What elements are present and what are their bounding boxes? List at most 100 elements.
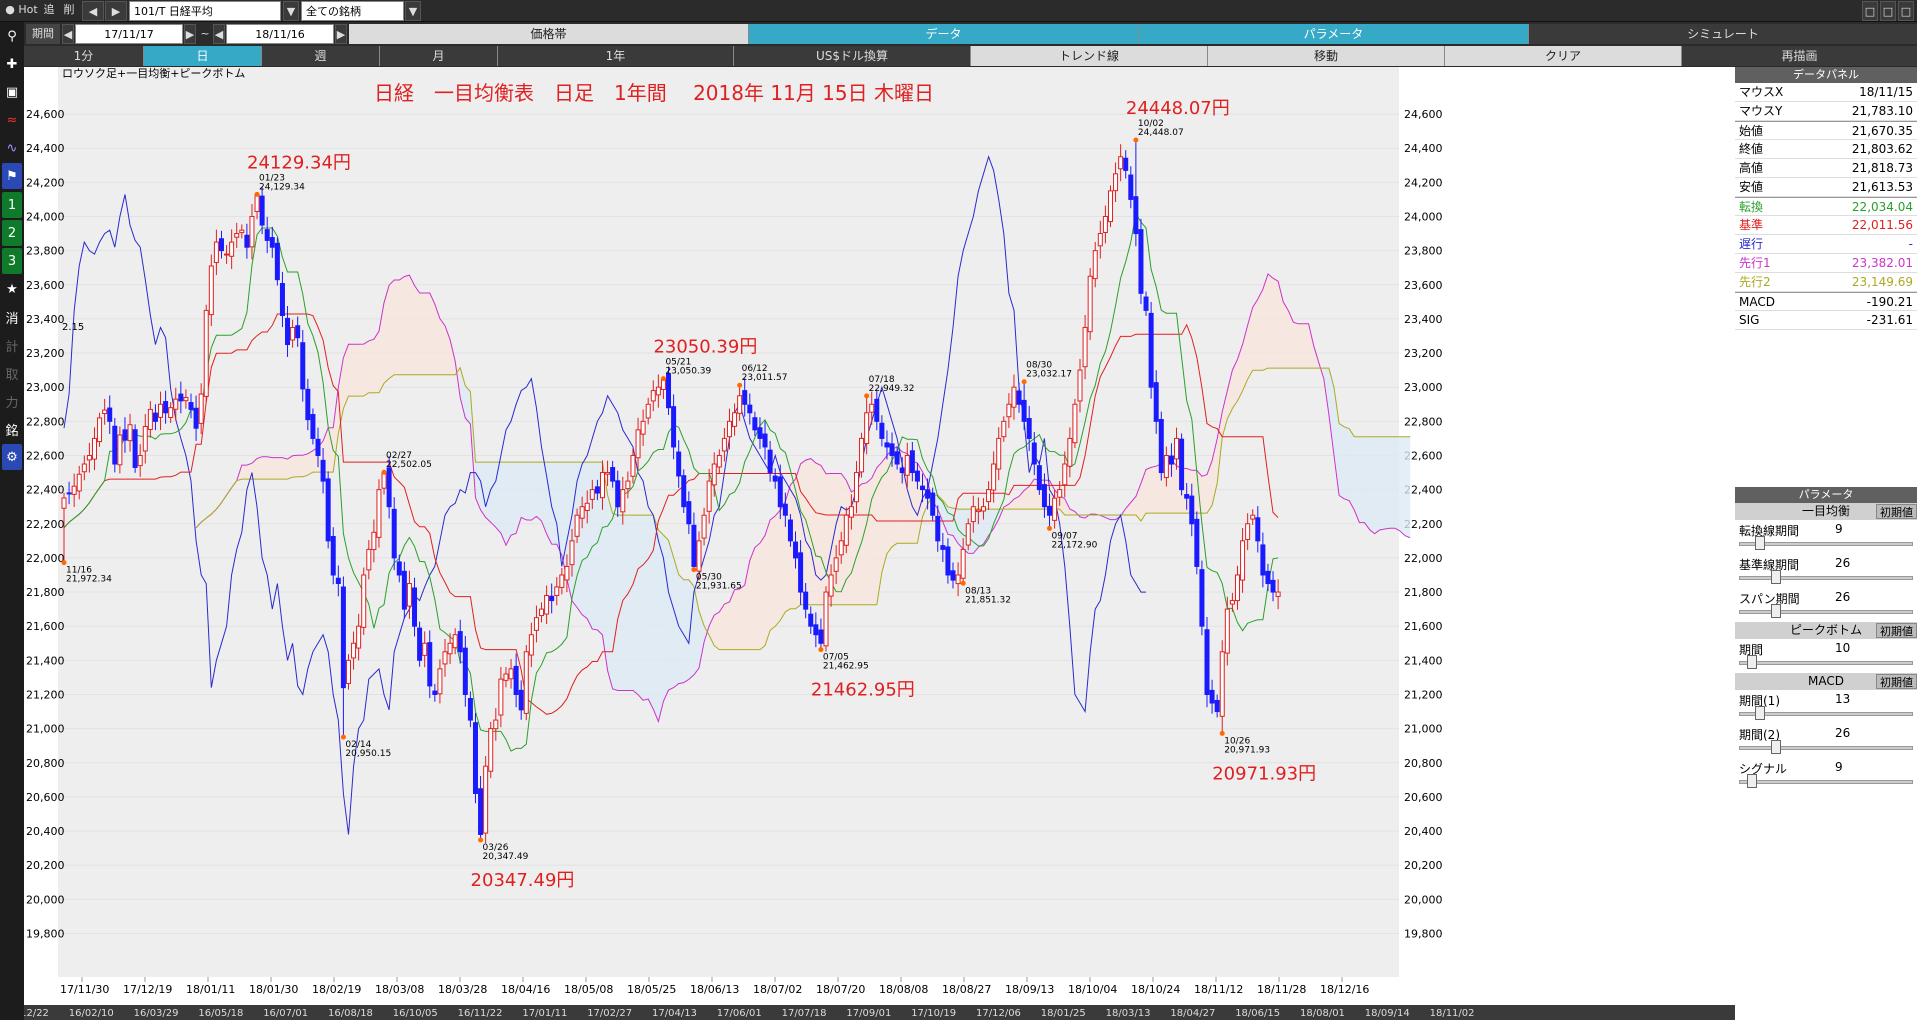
reset-default-button[interactable]: 初期値 <box>1876 674 1917 689</box>
param-value[interactable]: 9 <box>1835 522 1843 536</box>
param-slider-track[interactable] <box>1739 712 1913 716</box>
tab-price-band[interactable]: 価格帯 <box>349 24 749 44</box>
tab-simulate[interactable]: シミュレート <box>1529 24 1917 44</box>
cloud-segment <box>1110 514 1116 520</box>
candle-body <box>691 524 697 567</box>
tf-week[interactable]: 週 <box>262 46 380 66</box>
x-tick-label: 18/03/28 <box>438 983 487 996</box>
redraw-button[interactable]: 再描画 <box>1682 46 1917 66</box>
move-button[interactable]: 移動 <box>1208 46 1445 66</box>
panel-row: SIG -231.61 <box>1735 311 1917 330</box>
date-to-next-button[interactable]: ▶ <box>335 24 347 44</box>
cloud-segment <box>480 462 486 518</box>
add-button[interactable]: 追 <box>43 3 55 16</box>
usd-convert-button[interactable]: US$ドル換算 <box>734 46 971 66</box>
calc-button[interactable]: 計 <box>5 339 19 355</box>
stock-button[interactable]: 銘 <box>5 423 19 439</box>
power-button[interactable]: 力 <box>5 395 19 411</box>
take-button[interactable]: 取 <box>5 367 19 383</box>
window-button-2[interactable]: □ <box>1880 1 1896 21</box>
param-slider-knob[interactable] <box>1747 774 1757 788</box>
chart-area[interactable]: 19,800 19,800 20,000 20,000 20,200 20,200 20,4… <box>24 67 1735 1020</box>
param-slider-knob[interactable] <box>1755 706 1765 720</box>
param-slider-knob[interactable] <box>1771 570 1781 584</box>
candle-body <box>295 325 301 339</box>
preset-2-button[interactable]: 2 <box>2 220 22 246</box>
param-slider-knob[interactable] <box>1771 604 1781 618</box>
candle-body <box>1143 296 1149 311</box>
candle-body <box>1138 229 1144 294</box>
trendline-button[interactable]: トレンド線 <box>971 46 1208 66</box>
tf-month[interactable]: 月 <box>380 46 498 66</box>
chart-icon[interactable]: ≈ <box>6 112 18 128</box>
symbol-select[interactable]: 101/T 日経平均 <box>129 1 281 21</box>
tab-parameter[interactable]: パラメータ <box>1139 24 1529 44</box>
window-button-1[interactable]: □ <box>1862 1 1878 21</box>
param-slider-track[interactable] <box>1739 661 1913 665</box>
tf-day[interactable]: 日 <box>144 46 262 66</box>
candle-body <box>599 472 605 499</box>
param-slider-knob[interactable] <box>1747 655 1757 669</box>
preset-1-button[interactable]: 1 <box>2 192 22 218</box>
param-value[interactable]: 10 <box>1835 641 1851 655</box>
param-value[interactable]: 26 <box>1835 726 1851 740</box>
flag-icon[interactable]: ⚑ <box>2 163 22 189</box>
param-slider-track[interactable] <box>1739 746 1913 750</box>
list-select[interactable]: 全ての銘柄 <box>301 1 404 21</box>
clear-button[interactable]: クリア <box>1445 46 1682 66</box>
candle-body <box>594 486 600 494</box>
hot-button[interactable]: Hot <box>18 3 38 16</box>
tf-1min[interactable]: 1分 <box>24 46 144 66</box>
window-button-3[interactable]: □ <box>1898 1 1914 21</box>
candle-body <box>330 536 336 576</box>
next-symbol-button[interactable]: ▶ <box>105 1 127 21</box>
panel-row-label: 転換 <box>1739 200 1764 214</box>
candle-body <box>879 422 885 439</box>
param-value[interactable]: 13 <box>1835 692 1851 706</box>
star-icon[interactable]: ★ <box>6 281 18 297</box>
gear-icon[interactable]: ⚙ <box>2 444 22 470</box>
search-icon[interactable]: ⚲ <box>7 28 17 44</box>
candle-body <box>706 480 712 512</box>
reset-default-button[interactable]: 初期値 <box>1876 623 1917 638</box>
candle-body <box>447 642 453 655</box>
date-from-field[interactable]: 17/11/17 <box>75 24 183 44</box>
panel-row-label: 基準 <box>1739 218 1764 232</box>
peak-big-label: 20347.49円 <box>471 870 575 891</box>
param-slider-track[interactable] <box>1739 542 1913 546</box>
erase-button[interactable]: 消 <box>5 311 19 327</box>
chart-svg[interactable]: 19,800 19,800 20,000 20,000 20,200 20,200 20,4… <box>24 67 1735 1020</box>
param-slider-knob[interactable] <box>1755 536 1765 550</box>
symbol-dropdown-icon[interactable]: ▼ <box>283 1 299 21</box>
param-value[interactable]: 26 <box>1835 556 1851 570</box>
tf-1year[interactable]: 1年 <box>498 46 734 66</box>
date-from-next-button[interactable]: ▶ <box>184 24 196 44</box>
line-chart-icon[interactable]: ∿ <box>6 140 18 156</box>
param-value[interactable]: 26 <box>1835 590 1851 604</box>
crosshair-icon[interactable]: ✚ <box>6 56 18 72</box>
date-to-field[interactable]: 18/11/16 <box>226 24 334 44</box>
reset-default-button[interactable]: 初期値 <box>1876 504 1917 519</box>
param-slider-track[interactable] <box>1739 576 1913 580</box>
list-dropdown-icon[interactable]: ▼ <box>405 1 421 21</box>
param-value[interactable]: 9 <box>1835 760 1843 774</box>
date-from-prev-button[interactable]: ◀ <box>62 24 74 44</box>
date-to-prev-button[interactable]: ◀ <box>213 24 225 44</box>
param-slider-knob[interactable] <box>1771 740 1781 754</box>
candle-body <box>76 473 82 492</box>
x-tick-label: 18/10/24 <box>1131 983 1180 996</box>
cloud-segment <box>1171 460 1177 514</box>
camera-icon[interactable]: ▣ <box>5 84 19 100</box>
param-slider-track[interactable] <box>1739 780 1913 784</box>
cloud-segment <box>1146 467 1152 514</box>
delete-button[interactable]: 削 <box>63 3 75 16</box>
date-strip-label: 18/09/14 <box>1365 1008 1410 1019</box>
x-tick-label: 18/05/25 <box>627 983 676 996</box>
param-slider-track[interactable] <box>1739 610 1913 614</box>
x-tick-label: 18/05/08 <box>564 983 613 996</box>
preset-3-button[interactable]: 3 <box>2 248 22 274</box>
y-tick-label-left: 23,000 <box>26 381 65 394</box>
hot-icon[interactable]: ● <box>5 3 15 16</box>
tab-data[interactable]: データ <box>749 24 1139 44</box>
prev-symbol-button[interactable]: ◀ <box>82 1 104 21</box>
